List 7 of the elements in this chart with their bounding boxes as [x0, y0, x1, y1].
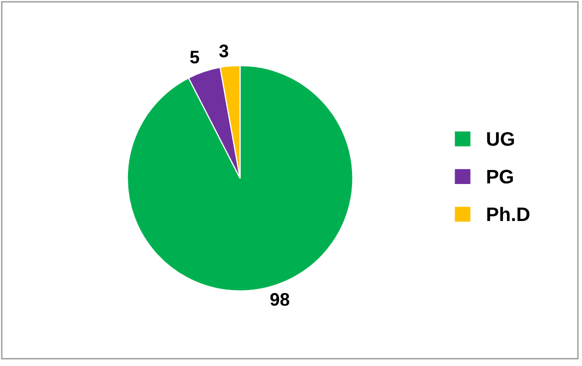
- data-label: 5: [190, 50, 200, 64]
- legend-label: UG: [487, 132, 514, 146]
- legend-label: PG: [487, 170, 513, 184]
- data-label: 98: [270, 293, 290, 306]
- legend-label: Ph.D: [487, 206, 530, 221]
- data-label: 3: [219, 44, 228, 58]
- pie-slice: [126, 64, 354, 292]
